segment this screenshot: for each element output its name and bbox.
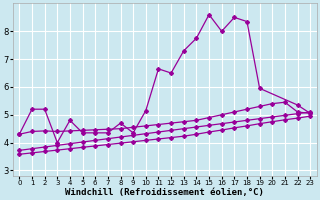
- X-axis label: Windchill (Refroidissement éolien,°C): Windchill (Refroidissement éolien,°C): [65, 188, 264, 197]
